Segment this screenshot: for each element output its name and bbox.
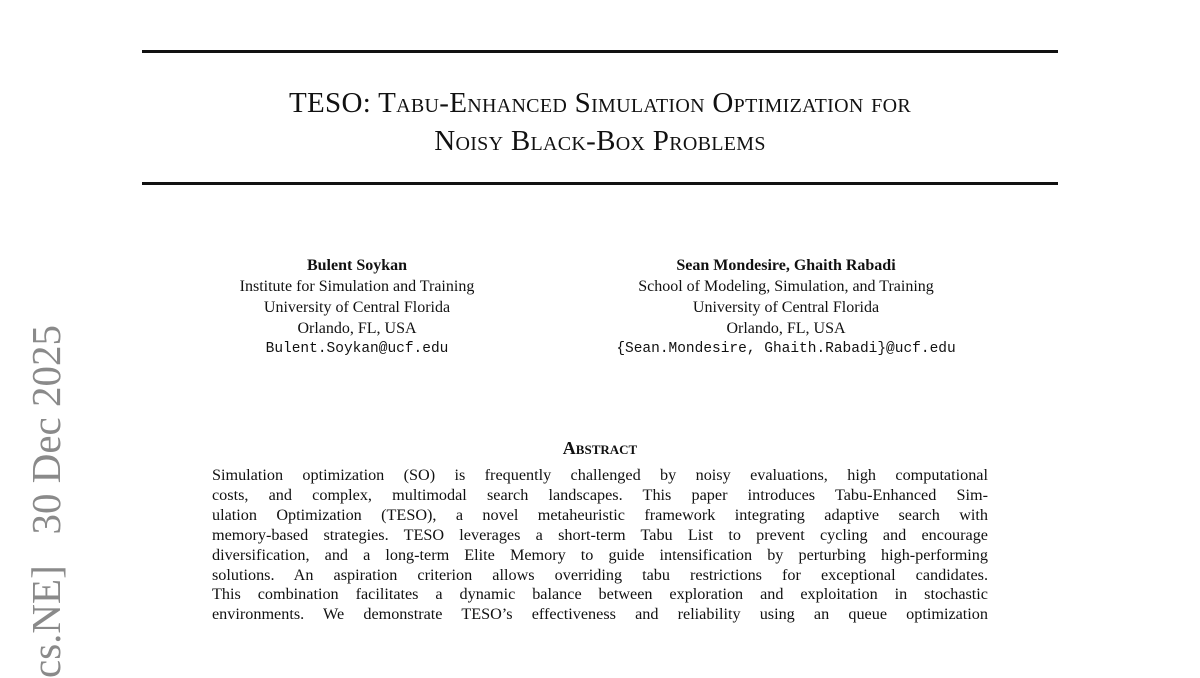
abstract-line: solutions. An aspiration criterion allow… (212, 565, 988, 584)
author-location: Orlando, FL, USA (297, 320, 417, 337)
author-affiliation: Institute for Simulation and Training (239, 278, 475, 295)
author-block-2: Sean Mondesire, Ghaith Rabadi School of … (566, 255, 1006, 360)
title-bottom-rule (142, 182, 1058, 185)
abstract-line: diversification, and a long-term Elite M… (212, 545, 988, 564)
abstract-line: environments. We demonstrate TESO’s effe… (212, 605, 988, 624)
author-block-1: Bulent Soykan Institute for Simulation a… (157, 255, 557, 360)
abstract-line: This combination facilitates a dynamic b… (212, 585, 988, 604)
author-name: Bulent Soykan (306, 257, 408, 274)
paper-title-line-1: TESO: Tabu-Enhanced Simulation Optimizat… (289, 87, 911, 119)
author-university: University of Central Florida (263, 299, 451, 316)
abstract-heading: Abstract (562, 438, 638, 458)
author-affiliation: School of Modeling, Simulation, and Trai… (638, 278, 934, 295)
abstract-line: ulation Optimization (TESO), a novel met… (212, 505, 988, 524)
abstract-body: Simulation optimization (SO) is frequent… (212, 466, 988, 625)
author-email: Bulent.Soykan@ucf.edu (265, 341, 449, 357)
arxiv-stamp: cs.NE] 30 Dec 2025 (23, 325, 69, 678)
author-email: {Sean.Mondesire, Ghaith.Rabadi}@ucf.edu (616, 341, 956, 357)
abstract-line: costs, and complex, multimodal search la… (212, 485, 988, 504)
author-name: Sean Mondesire, Ghaith Rabadi (676, 257, 896, 274)
abstract-line: Simulation optimization (SO) is frequent… (212, 466, 988, 484)
author-location: Orlando, FL, USA (726, 320, 846, 337)
title-top-rule (142, 50, 1058, 53)
paper-title-line-2: Noisy Black-Box Problems (434, 125, 766, 157)
abstract-line: memory-based strategies. TESO leverages … (212, 525, 988, 544)
author-university: University of Central Florida (692, 299, 880, 316)
